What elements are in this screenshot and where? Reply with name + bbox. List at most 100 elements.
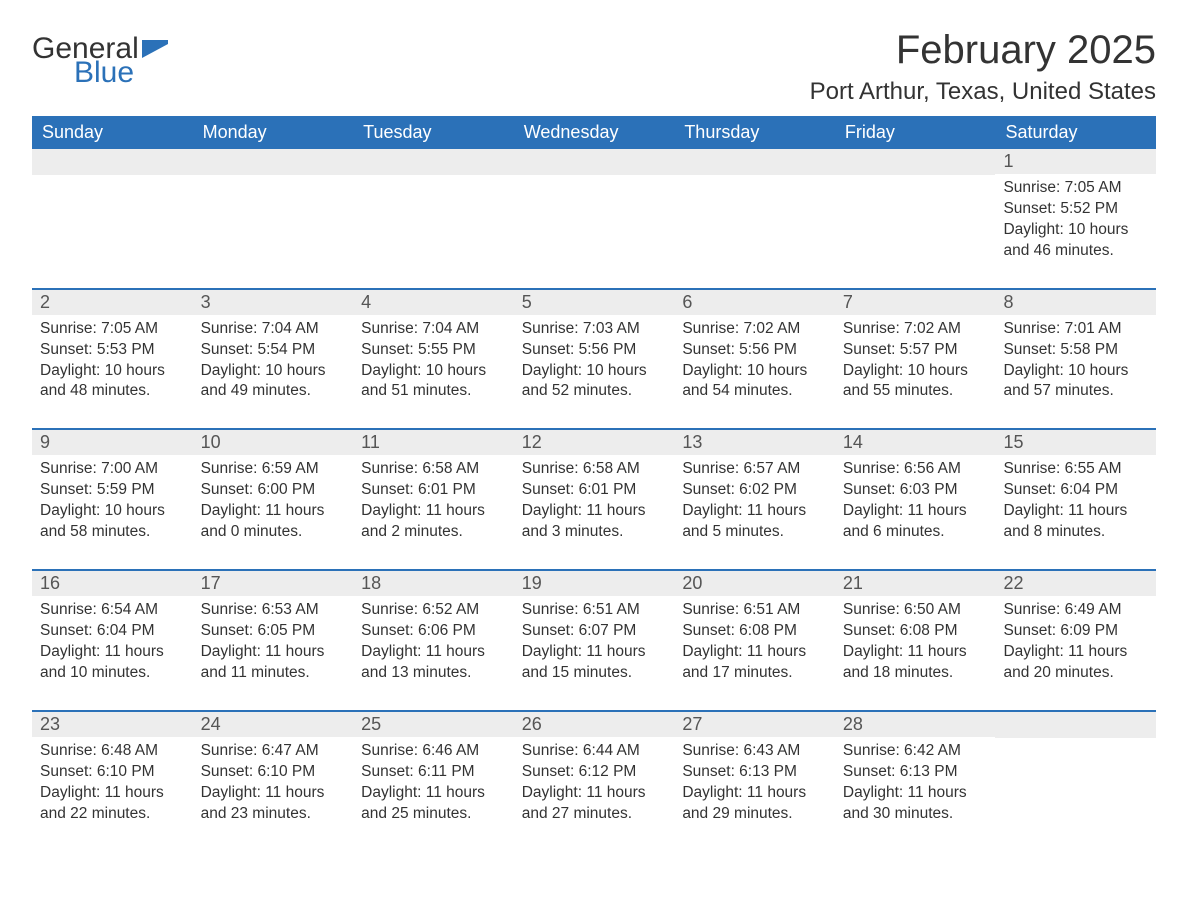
day-cell [835, 149, 996, 270]
sunrise-line: Sunrise: 7:00 AM [40, 459, 185, 480]
daylight-line2: and 54 minutes. [682, 381, 827, 402]
dayhead-saturday: Saturday [995, 116, 1156, 149]
day-info: Sunrise: 6:42 AMSunset: 6:13 PMDaylight:… [843, 741, 988, 825]
day-info: Sunrise: 6:51 AMSunset: 6:08 PMDaylight:… [682, 600, 827, 684]
daylight-line2: and 8 minutes. [1003, 522, 1148, 543]
day-number [835, 149, 996, 175]
sunrise-line: Sunrise: 6:49 AM [1003, 600, 1148, 621]
day-header-row: Sunday Monday Tuesday Wednesday Thursday… [32, 116, 1156, 149]
day-number [674, 149, 835, 175]
daylight-line1: Daylight: 11 hours [843, 642, 988, 663]
day-number: 21 [835, 571, 996, 596]
day-cell: 24Sunrise: 6:47 AMSunset: 6:10 PMDayligh… [193, 712, 354, 833]
day-cell [353, 149, 514, 270]
day-number [353, 149, 514, 175]
day-cell: 3Sunrise: 7:04 AMSunset: 5:54 PMDaylight… [193, 290, 354, 411]
daylight-line1: Daylight: 11 hours [1003, 501, 1148, 522]
daylight-line1: Daylight: 10 hours [1003, 361, 1148, 382]
daylight-line2: and 49 minutes. [201, 381, 346, 402]
day-cell [32, 149, 193, 270]
day-info: Sunrise: 6:55 AMSunset: 6:04 PMDaylight:… [1003, 459, 1148, 543]
dayhead-monday: Monday [193, 116, 354, 149]
week-row: 2Sunrise: 7:05 AMSunset: 5:53 PMDaylight… [32, 288, 1156, 411]
dayhead-thursday: Thursday [674, 116, 835, 149]
week-row: 23Sunrise: 6:48 AMSunset: 6:10 PMDayligh… [32, 710, 1156, 833]
day-number: 26 [514, 712, 675, 737]
sunset-line: Sunset: 6:03 PM [843, 480, 988, 501]
day-cell: 15Sunrise: 6:55 AMSunset: 6:04 PMDayligh… [995, 430, 1156, 551]
sunset-line: Sunset: 6:04 PM [1003, 480, 1148, 501]
sunrise-line: Sunrise: 7:02 AM [843, 319, 988, 340]
daylight-line2: and 52 minutes. [522, 381, 667, 402]
day-cell: 4Sunrise: 7:04 AMSunset: 5:55 PMDaylight… [353, 290, 514, 411]
daylight-line2: and 13 minutes. [361, 663, 506, 684]
sunrise-line: Sunrise: 6:43 AM [682, 741, 827, 762]
daylight-line1: Daylight: 11 hours [201, 501, 346, 522]
daylight-line2: and 5 minutes. [682, 522, 827, 543]
daylight-line1: Daylight: 11 hours [361, 642, 506, 663]
day-info: Sunrise: 6:49 AMSunset: 6:09 PMDaylight:… [1003, 600, 1148, 684]
day-cell: 6Sunrise: 7:02 AMSunset: 5:56 PMDaylight… [674, 290, 835, 411]
day-info: Sunrise: 6:44 AMSunset: 6:12 PMDaylight:… [522, 741, 667, 825]
daylight-line2: and 2 minutes. [361, 522, 506, 543]
day-info: Sunrise: 6:58 AMSunset: 6:01 PMDaylight:… [361, 459, 506, 543]
daylight-line1: Daylight: 11 hours [843, 783, 988, 804]
sunrise-line: Sunrise: 7:04 AM [201, 319, 346, 340]
sunset-line: Sunset: 5:56 PM [682, 340, 827, 361]
sunrise-line: Sunrise: 6:48 AM [40, 741, 185, 762]
day-cell: 19Sunrise: 6:51 AMSunset: 6:07 PMDayligh… [514, 571, 675, 692]
sunrise-line: Sunrise: 6:44 AM [522, 741, 667, 762]
daylight-line2: and 27 minutes. [522, 804, 667, 825]
sunset-line: Sunset: 6:10 PM [201, 762, 346, 783]
day-info: Sunrise: 6:53 AMSunset: 6:05 PMDaylight:… [201, 600, 346, 684]
day-cell: 7Sunrise: 7:02 AMSunset: 5:57 PMDaylight… [835, 290, 996, 411]
daylight-line2: and 57 minutes. [1003, 381, 1148, 402]
daylight-line2: and 29 minutes. [682, 804, 827, 825]
day-number: 19 [514, 571, 675, 596]
day-number: 2 [32, 290, 193, 315]
daylight-line1: Daylight: 10 hours [40, 361, 185, 382]
daylight-line1: Daylight: 10 hours [522, 361, 667, 382]
day-number: 6 [674, 290, 835, 315]
day-cell [193, 149, 354, 270]
day-number: 5 [514, 290, 675, 315]
sunrise-line: Sunrise: 6:51 AM [522, 600, 667, 621]
day-cell: 5 Sunrise: 7:03 AMSunset: 5:56 PMDaylight… [514, 290, 675, 411]
sunset-line: Sunset: 6:00 PM [201, 480, 346, 501]
dayhead-friday: Friday [835, 116, 996, 149]
daylight-line1: Daylight: 11 hours [1003, 642, 1148, 663]
day-cell: 14Sunrise: 6:56 AMSunset: 6:03 PMDayligh… [835, 430, 996, 551]
day-number: 25 [353, 712, 514, 737]
day-number: 1 [995, 149, 1156, 174]
day-cell: 12 Sunrise: 6:58 AMSunset: 6:01 PMDayligh… [514, 430, 675, 551]
daylight-line2: and 6 minutes. [843, 522, 988, 543]
sunrise-line: Sunrise: 6:58 AM [361, 459, 506, 480]
daylight-line1: Daylight: 10 hours [361, 361, 506, 382]
day-cell [514, 149, 675, 270]
daylight-line2: and 22 minutes. [40, 804, 185, 825]
sunset-line: Sunset: 5:56 PM [522, 340, 667, 361]
day-info: Sunrise: 6:43 AMSunset: 6:13 PMDaylight:… [682, 741, 827, 825]
day-number: 8 [995, 290, 1156, 315]
day-cell: 11Sunrise: 6:58 AMSunset: 6:01 PMDayligh… [353, 430, 514, 551]
day-number: 12 [514, 430, 675, 455]
sunrise-line: Sunrise: 6:42 AM [843, 741, 988, 762]
daylight-line1: Daylight: 11 hours [40, 642, 185, 663]
sunrise-line: Sunrise: 6:53 AM [201, 600, 346, 621]
sunset-line: Sunset: 5:59 PM [40, 480, 185, 501]
day-info: Sunrise: 6:54 AMSunset: 6:04 PMDaylight:… [40, 600, 185, 684]
sunset-line: Sunset: 6:04 PM [40, 621, 185, 642]
sunrise-line: Sunrise: 6:47 AM [201, 741, 346, 762]
month-title: February 2025 [810, 28, 1156, 72]
daylight-line1: Daylight: 11 hours [843, 501, 988, 522]
sunrise-line: Sunrise: 6:54 AM [40, 600, 185, 621]
day-number: 18 [353, 571, 514, 596]
day-number: 10 [193, 430, 354, 455]
day-cell: 1Sunrise: 7:05 AMSunset: 5:52 PMDaylight… [995, 149, 1156, 270]
day-info: Sunrise: 7:03 AMSunset: 5:56 PMDaylight:… [522, 319, 667, 403]
day-info: Sunrise: 6:58 AMSunset: 6:01 PMDaylight:… [522, 459, 667, 543]
day-cell: 25Sunrise: 6:46 AMSunset: 6:11 PMDayligh… [353, 712, 514, 833]
calendar: Sunday Monday Tuesday Wednesday Thursday… [32, 116, 1156, 832]
day-cell: 27Sunrise: 6:43 AMSunset: 6:13 PMDayligh… [674, 712, 835, 833]
daylight-line1: Daylight: 11 hours [682, 642, 827, 663]
